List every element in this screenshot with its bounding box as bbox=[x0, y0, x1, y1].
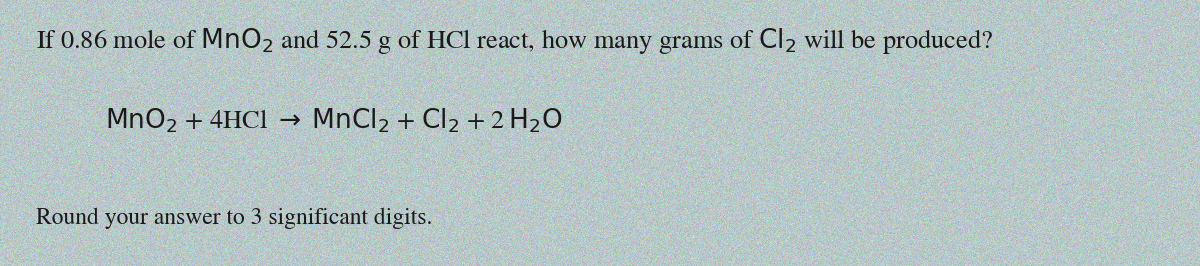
Text: $\mathrm{MnO_2}$ + 4HCl $\rightarrow$ $\mathrm{MnCl_2}$ + $\mathrm{Cl_2}$ + 2$\,: $\mathrm{MnO_2}$ + 4HCl $\rightarrow$ $\… bbox=[106, 106, 563, 135]
Text: Round your answer to 3 significant digits.: Round your answer to 3 significant digit… bbox=[36, 207, 432, 229]
Text: If 0.86 mole of $\mathrm{MnO_2}$ and 52.5 g of HCl react, how many grams of $\ma: If 0.86 mole of $\mathrm{MnO_2}$ and 52.… bbox=[36, 26, 994, 56]
